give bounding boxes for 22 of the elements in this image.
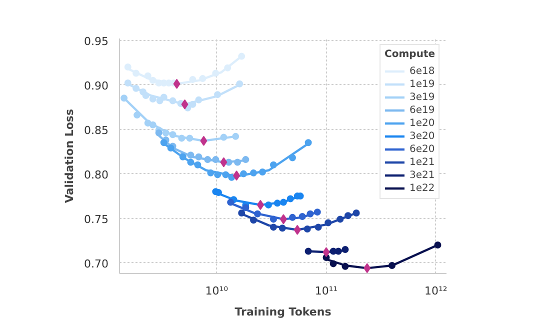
y-tick-label: 0.95 [84,34,109,48]
y-tick-label: 0.85 [84,124,109,137]
legend-label: 6e18 [410,65,435,77]
legend-label: 1e22 [410,182,435,194]
y-axis-title: Validation Loss [63,108,76,204]
legend-label: 1e20 [410,117,435,129]
legend-title: Compute [384,49,435,60]
legend-label: 1e19 [410,78,435,90]
legend-label: 1e21 [410,156,435,168]
x-tick-label: 10¹² [424,284,448,298]
y-tick-label: 0.75 [84,212,109,226]
x-tick-label: 10¹¹ [314,284,338,298]
x-tick-label: 10¹⁰ [205,284,229,298]
legend-label: 6e20 [410,143,435,155]
y-tick-label: 0.90 [84,79,109,92]
legend-label: 6e19 [410,104,435,116]
legend-label: 3e20 [410,130,435,142]
legend-label: 3e21 [410,169,435,181]
legend-label: 3e19 [410,91,435,103]
y-tick-label: 0.80 [84,168,109,182]
y-tick-label: 0.70 [84,257,109,270]
x-axis-title: Training Tokens [234,306,332,318]
